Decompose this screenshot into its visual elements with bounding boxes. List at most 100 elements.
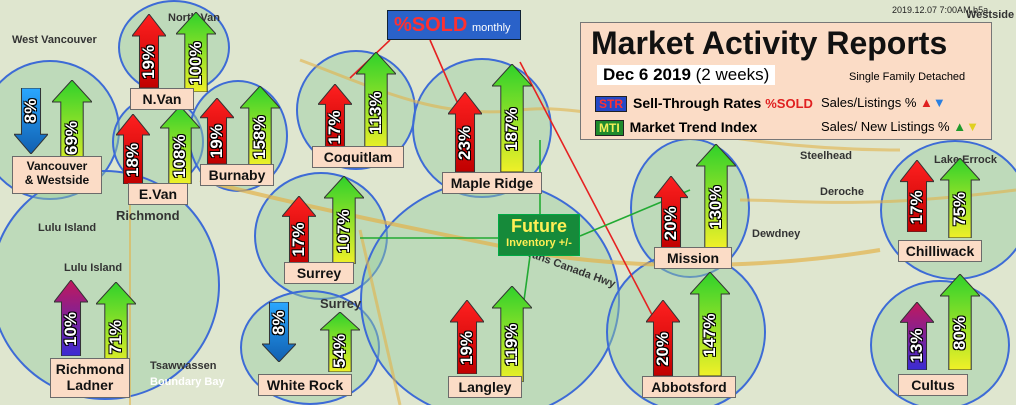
region-circle-nvan: [118, 0, 230, 95]
place-label: Westside: [966, 9, 1015, 21]
sold-callout-sub: monthly: [472, 22, 511, 34]
timestamp: 2019.12.07 7:00AM b5a: [892, 5, 989, 15]
str-arrow-value: 17%: [289, 223, 308, 258]
place-label: Steelhead: [800, 150, 852, 162]
mti-arrow-value: 108%: [170, 134, 189, 178]
mti-arrow: 158%: [240, 86, 280, 166]
str-arrow-value: 19%: [457, 330, 476, 366]
str-legend-pct: %SOLD: [765, 96, 813, 111]
report-date-range: (2 weeks): [695, 65, 770, 84]
place-label: Dewdney: [752, 228, 801, 240]
mti-arrow: 130%: [696, 144, 736, 248]
str-tag: STR: [595, 96, 627, 112]
str-down-icon: ▼: [932, 95, 946, 110]
mti-arrow: 69%: [52, 80, 92, 174]
str-arrow-value: 19%: [139, 44, 158, 80]
region-label-chilliwack: Chilliwack: [898, 240, 982, 262]
mti-arrow-value: 158%: [250, 115, 269, 159]
mti-arrow-value: 107%: [334, 209, 353, 253]
mti-up-icon: ▲: [953, 119, 967, 134]
region-label-burnaby: Burnaby: [200, 164, 274, 186]
mti-arrow: 108%: [160, 106, 200, 184]
str-arrow-value: 18%: [123, 142, 142, 177]
str-arrow: 17%: [900, 160, 934, 232]
str-legend-right: Sales/Listings % ▲▼: [821, 95, 946, 110]
region-label-surrey: Surrey: [284, 262, 354, 284]
str-arrow-value: 13%: [907, 329, 926, 364]
mti-arrow: 75%: [940, 158, 980, 238]
region-label-cultus: Cultus: [898, 374, 968, 396]
place-label: West Vancouver: [12, 34, 97, 46]
str-arrow: 18%: [116, 114, 150, 184]
str-arrow-value: 17%: [907, 189, 926, 224]
region-label-nvan: N.Van: [130, 88, 194, 110]
place-label: Tsawwassen: [150, 360, 217, 372]
mti-arrow: 54%: [320, 312, 360, 372]
mti-arrow: 147%: [690, 272, 730, 376]
mti-legend-text: Market Trend Index: [629, 119, 758, 135]
mti-arrow-value: 147%: [700, 313, 719, 357]
str-legend-row: STR Sell-Through Rates %SOLD: [595, 95, 813, 112]
sold-callout-title: %SOLD: [394, 14, 468, 36]
report-title: Market Activity Reports: [591, 25, 948, 61]
report-date: Dec 6 2019 (2 weeks): [597, 65, 776, 85]
place-label: Deroche: [820, 186, 865, 198]
region-label-whiterock: White Rock: [258, 374, 352, 396]
region-label-mapleridge: Maple Ridge: [442, 172, 542, 194]
str-arrow-value: 23%: [455, 125, 474, 161]
future-callout-title: Future: [511, 216, 567, 236]
region-label-vancouver: Vancouver & Westside: [12, 156, 102, 194]
place-label: Lulu Island: [38, 222, 97, 234]
mti-arrow-value: 80%: [950, 315, 969, 351]
str-updown-icon: ▲: [920, 95, 933, 110]
mti-arrow-value: 119%: [502, 323, 521, 367]
mti-arrow-value: 113%: [366, 91, 385, 135]
str-arrow: 19%: [132, 14, 166, 88]
mti-legend-row: MTI Market Trend Index: [595, 119, 757, 136]
str-arrow-value: 8%: [269, 310, 288, 336]
place-label: Richmond: [116, 208, 180, 223]
str-arrow: 17%: [282, 196, 316, 264]
region-label-mission: Mission: [654, 247, 732, 269]
str-arrow-value: 20%: [661, 205, 680, 240]
report-date-bold: Dec 6 2019: [603, 65, 691, 84]
mti-arrow: 100%: [176, 12, 216, 92]
mti-arrow: 107%: [324, 176, 364, 264]
mti-arrow: 80%: [940, 274, 980, 370]
place-label: Lulu Island: [64, 262, 123, 274]
mti-arrow-value: 130%: [706, 185, 725, 229]
mti-arrow-value: 100%: [186, 41, 205, 85]
region-circle-richmond: [0, 170, 220, 400]
str-arrow: 13%: [900, 302, 934, 370]
region-label-abbotsford: Abbotsford: [642, 376, 736, 398]
str-arrow: 17%: [318, 84, 352, 152]
str-legend-text: Sell-Through Rates: [633, 95, 762, 111]
future-callout: Future Inventory +/-: [498, 214, 580, 256]
region-label-langley: Langley: [448, 376, 522, 398]
mti-tag: MTI: [595, 120, 624, 136]
str-arrow-value: 19%: [207, 123, 226, 158]
str-arrow: 20%: [654, 176, 688, 248]
str-arrow-value: 8%: [21, 98, 40, 124]
mti-legend-desc: Sales/ New Listings %: [821, 119, 950, 134]
report-panel: Market Activity Reports Dec 6 2019 (2 we…: [580, 22, 992, 140]
mti-arrow: 71%: [96, 282, 136, 370]
str-arrow: 19%: [200, 98, 234, 164]
str-arrow-value: 17%: [325, 111, 344, 146]
sold-callout: %SOLD monthly: [387, 10, 521, 40]
str-arrow-value: 20%: [653, 331, 672, 367]
mti-arrow-value: 187%: [502, 107, 521, 151]
mti-arrow: 113%: [356, 52, 396, 152]
mti-down-icon: ▼: [966, 119, 979, 134]
str-arrow: 19%: [450, 300, 484, 374]
place-label: Surrey: [320, 296, 362, 311]
str-arrow: 10%: [54, 280, 88, 356]
str-arrow: 20%: [646, 300, 680, 376]
place-label: Lake Errock: [934, 154, 997, 166]
mti-arrow: 187%: [492, 64, 532, 172]
mti-arrow-value: 54%: [330, 333, 349, 369]
place-label: Boundary Bay: [150, 376, 225, 388]
mti-arrow: 119%: [492, 286, 532, 382]
mti-arrow-value: 75%: [950, 191, 969, 227]
